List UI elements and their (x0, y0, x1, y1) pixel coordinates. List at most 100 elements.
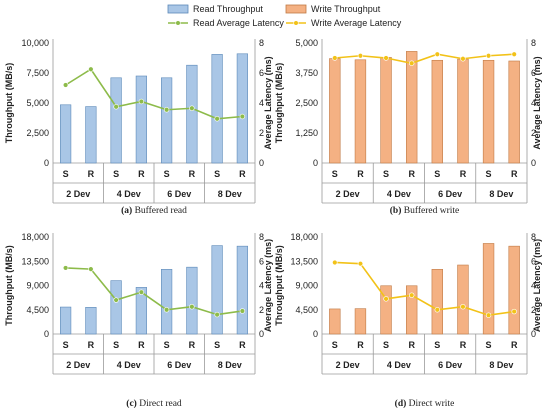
group-label: 8 Dev (218, 189, 242, 199)
y-tick-label: 18,000 (21, 232, 49, 242)
category-label: R (88, 169, 95, 179)
panel-caption: (d) Direct write (395, 398, 455, 409)
group-label: 8 Dev (218, 360, 242, 370)
panel-caption: (c) Direct read (126, 398, 182, 409)
latency-point (357, 260, 364, 267)
latency-point (62, 82, 69, 88)
category-label: R (460, 340, 467, 350)
y2-tick-label: 4 (259, 281, 264, 291)
bar (380, 57, 392, 164)
bar (236, 53, 248, 164)
panel-caption: (a) Buffered read (121, 205, 187, 216)
latency-point (189, 105, 195, 111)
latency-point (485, 312, 492, 318)
group-label: 2 Dev (66, 360, 90, 370)
bar (85, 307, 97, 335)
y-axis-title: Throughput (MB/s) (4, 63, 14, 143)
y2-tick-label: 6 (531, 256, 536, 266)
y-tick-label: 10,000 (21, 38, 49, 48)
legend-label-read-latency: Read Average Latency (193, 18, 284, 28)
panel-caption-text: Buffered read (132, 205, 187, 216)
y-tick-label: 1,250 (295, 128, 318, 138)
category-label: R (511, 340, 518, 350)
bar (457, 58, 469, 164)
category-label: S (383, 340, 389, 350)
bar (354, 59, 367, 164)
y2-tick-label: 4 (531, 281, 536, 291)
bar (85, 106, 97, 164)
bar (211, 54, 223, 164)
bar (354, 308, 367, 335)
latency-point (460, 304, 466, 310)
bar (135, 287, 147, 335)
bar (211, 245, 223, 335)
latency-point (88, 266, 94, 272)
bar (431, 59, 443, 164)
y2-tick-label: 6 (259, 68, 264, 78)
group-label: 2 Dev (66, 189, 90, 199)
group-label: 6 Dev (167, 189, 191, 199)
y2-axis-title: Average Latency (ms) (532, 239, 542, 332)
y-tick-label: 7,500 (26, 68, 49, 78)
latency-point (214, 311, 220, 318)
category-label: R (189, 169, 196, 179)
bar (161, 269, 173, 335)
latency-point (332, 55, 338, 61)
panel-caption-letter: (d) (395, 398, 407, 409)
y-tick-label: 9,000 (295, 281, 318, 291)
category-label: S (383, 169, 389, 179)
latency-point (357, 53, 364, 59)
category-label: S (214, 340, 220, 350)
bar (482, 59, 495, 164)
latency-point (214, 116, 220, 122)
latency-point (62, 265, 69, 271)
y2-tick-label: 8 (259, 232, 264, 242)
latency-point (434, 307, 441, 313)
bar (110, 77, 122, 164)
latency-point (189, 304, 195, 310)
latency-point (485, 53, 492, 59)
group-label: 6 Dev (167, 360, 191, 370)
latency-point (332, 259, 338, 266)
y-axis-title: Throughput (MB/s) (4, 245, 14, 325)
category-label: S (63, 169, 69, 179)
latency-point (434, 51, 441, 57)
y-tick-label: 0 (313, 329, 318, 339)
panel-caption: (b) Buffered write (390, 205, 459, 216)
category-label: S (434, 340, 440, 350)
legend: Read Throughput Write Throughput Read Av… (167, 4, 402, 28)
y-tick-label: 0 (313, 158, 318, 168)
bar (186, 64, 198, 164)
category-label: S (486, 340, 492, 350)
latency-point (239, 113, 246, 120)
latency-line (65, 267, 243, 316)
latency-point (408, 60, 415, 66)
category-label: R (239, 340, 246, 350)
category-label: R (511, 169, 518, 179)
panel-caption-letter: (b) (390, 205, 402, 216)
panel-caption-letter: (c) (126, 398, 137, 409)
group-label: 4 Dev (387, 189, 411, 199)
latency-line (334, 261, 515, 317)
latency-point (113, 297, 119, 303)
latency-point (163, 307, 170, 313)
y-tick-label: 4,500 (295, 305, 318, 315)
y-tick-label: 13,500 (21, 256, 49, 266)
category-label: S (164, 169, 170, 179)
category-label: R (138, 169, 145, 179)
bar (60, 104, 72, 164)
panel-d: 0 4,500 9,000 13,500 18,000 0 2 4 6 8 Throughput (… (274, 232, 542, 409)
category-label: R (408, 340, 415, 350)
panel-caption-text: Direct read (137, 399, 182, 409)
legend-swatch-write-throughput (285, 4, 307, 14)
group-label: 2 Dev (336, 189, 360, 199)
bar (431, 269, 443, 335)
category-label: R (357, 340, 364, 350)
y-tick-label: 3,750 (295, 68, 318, 78)
latency-point (138, 289, 145, 295)
bar (110, 280, 122, 335)
group-label: 4 Dev (117, 189, 141, 199)
y2-tick-label: 2 (259, 305, 264, 315)
latency-point (163, 107, 170, 113)
